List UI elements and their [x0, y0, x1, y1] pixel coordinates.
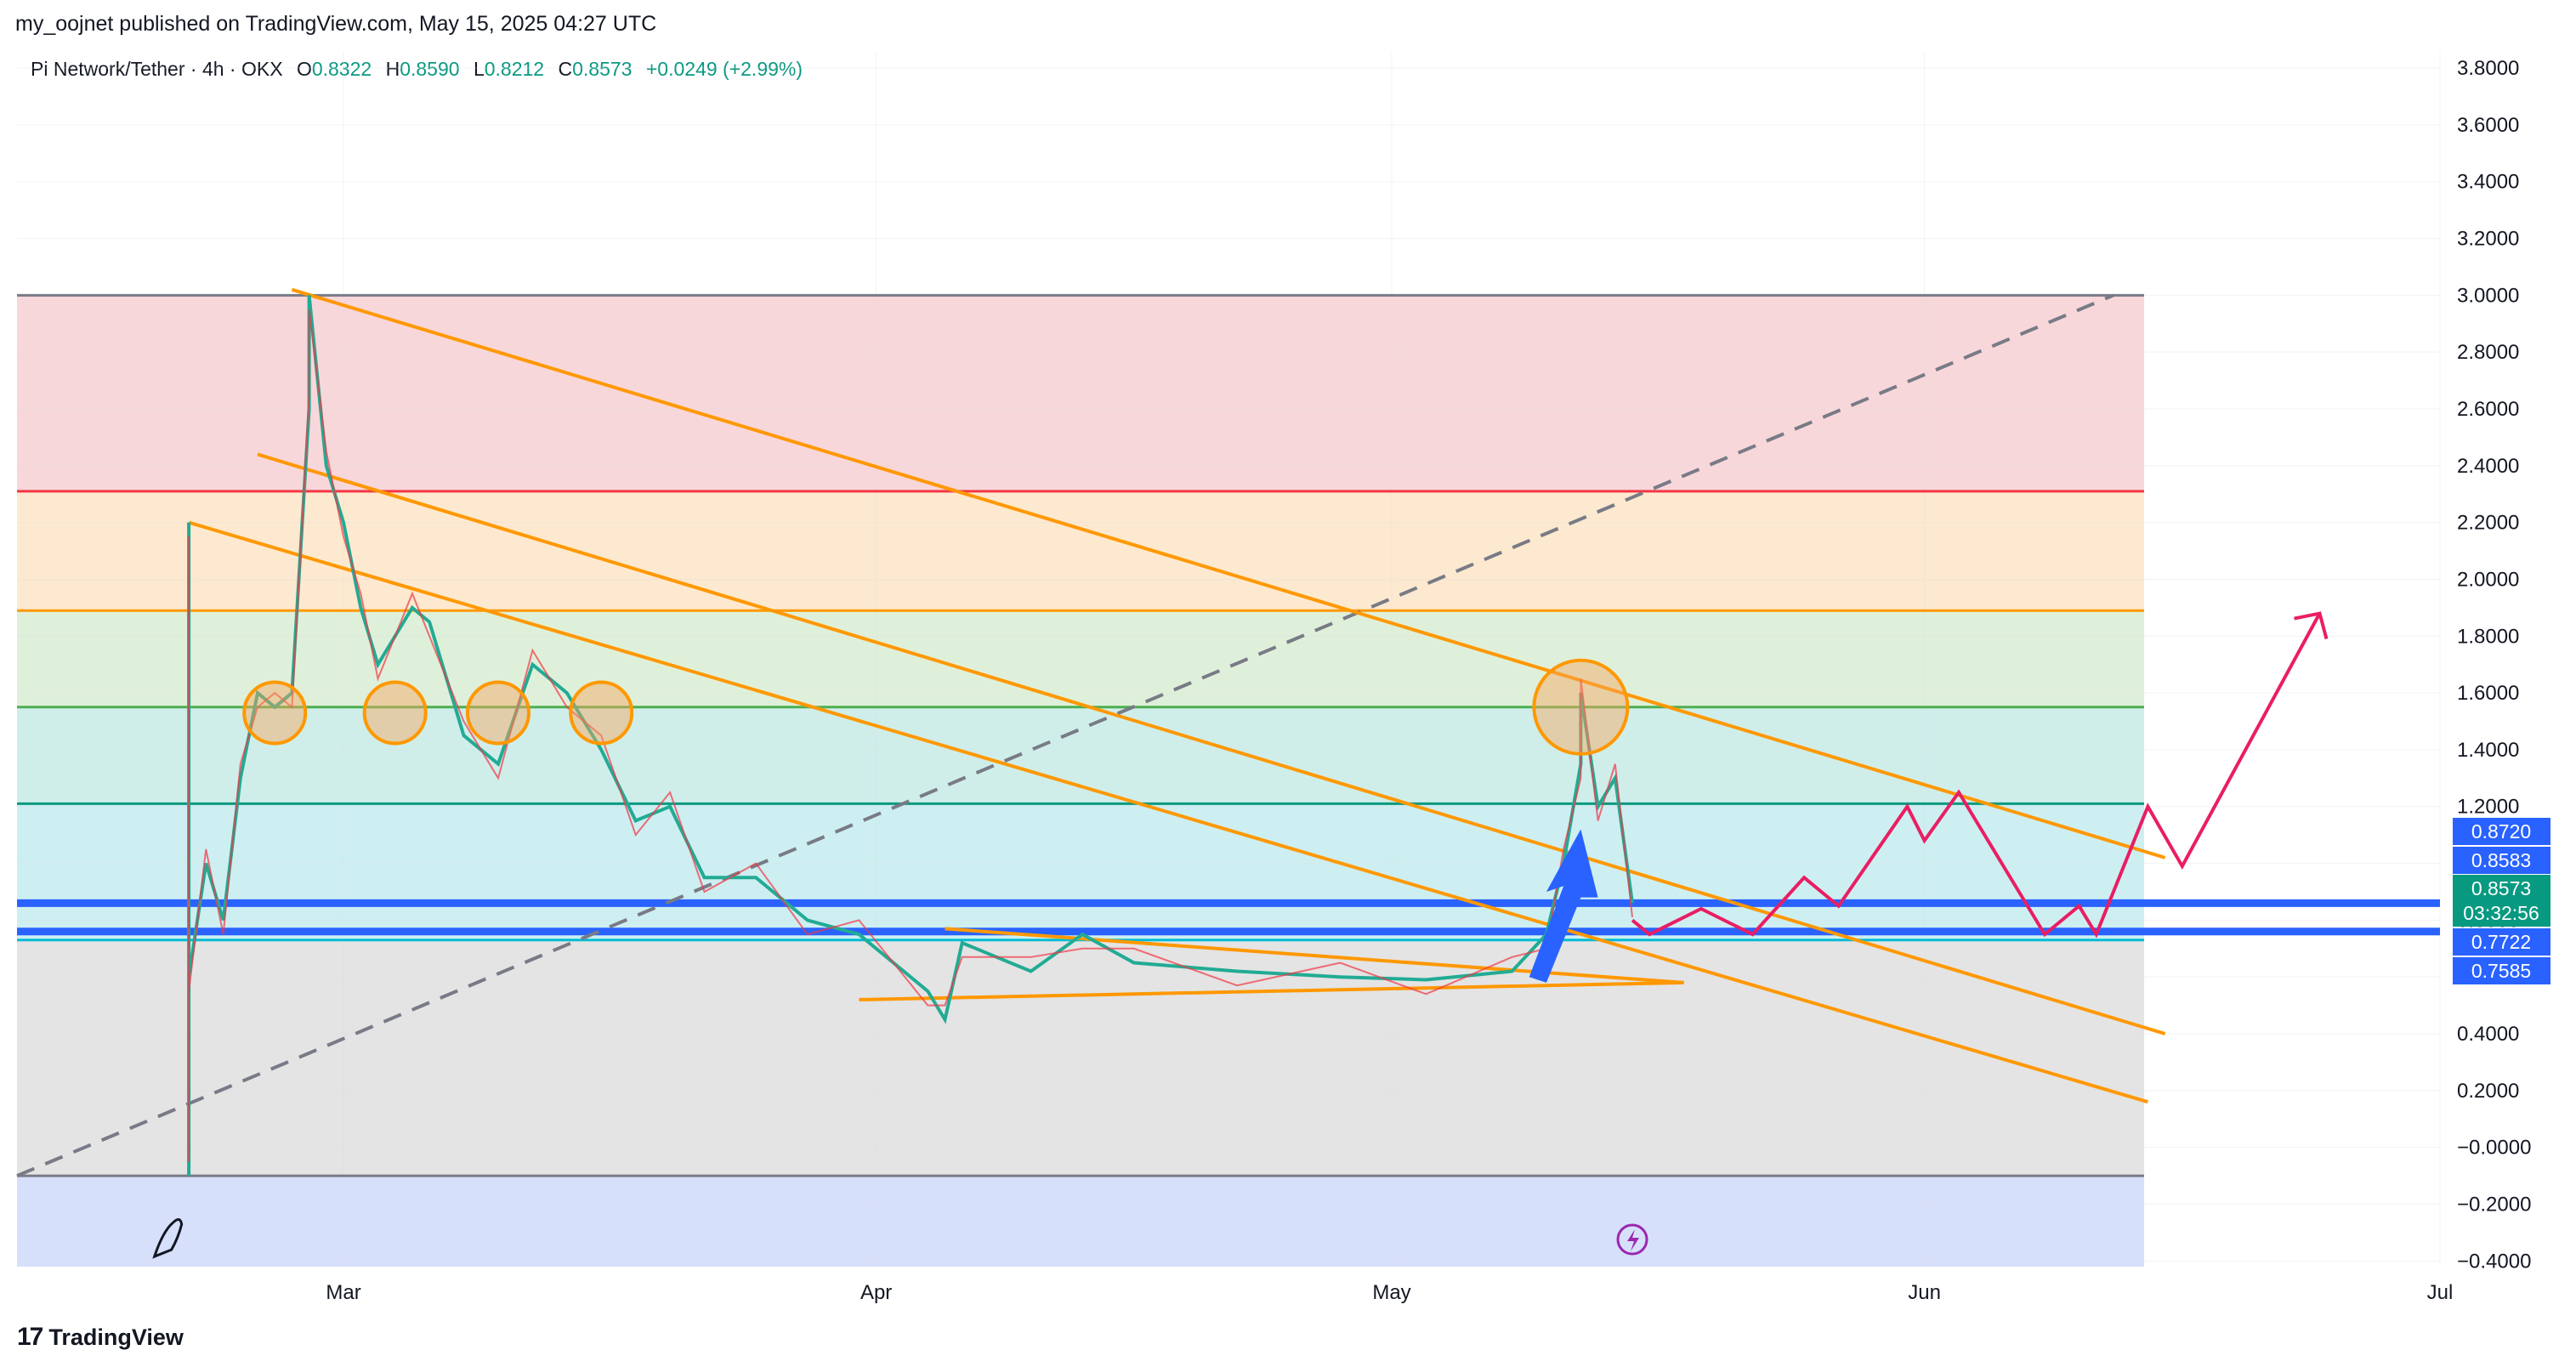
price-tag-bg-5 — [2453, 957, 2550, 984]
y-tick-label-9: 2.0000 — [2457, 568, 2519, 591]
low-value: 0.8212 — [484, 58, 545, 80]
dinosaur-icon — [152, 1218, 184, 1259]
diagonal-dashed-line — [16, 293, 2114, 1177]
channel-line-0 — [291, 287, 2166, 859]
change-value: +0.0249 (+2.99%) — [645, 58, 803, 80]
price-tag-bg-2 — [2453, 875, 2550, 902]
y-tick-label-4: 3.0000 — [2457, 284, 2519, 307]
price-tag-bg-4 — [2453, 928, 2550, 956]
y-tick-label-6: 2.6000 — [2457, 398, 2519, 421]
tradingview-brand: 17 TradingView — [17, 1323, 184, 1352]
tradingview-logo-icon: 17 — [17, 1323, 43, 1351]
x-tick-label-mar: Mar — [326, 1281, 360, 1304]
symbol-ohlc-legend: Pi Network/Tether · 4h · OKX O0.8322 H0.… — [31, 58, 803, 81]
y-tick-label-11: 1.6000 — [2457, 682, 2519, 705]
y-tick-label-8: 2.2000 — [2457, 512, 2519, 535]
close-label: C — [558, 58, 573, 80]
price-series-wicks — [188, 309, 1633, 1162]
symbol-name: Pi Network/Tether · 4h · OKX — [31, 58, 283, 80]
price-tag-2: 0.8573 — [2471, 877, 2531, 899]
y-tick-label-1: 3.6000 — [2457, 114, 2519, 137]
channel-line-3 — [859, 980, 1684, 1001]
price-tag-4: 0.7722 — [2471, 931, 2531, 953]
zone-band-1 — [17, 491, 2144, 611]
high-value: 0.8590 — [400, 58, 460, 80]
price-tag-bg-3 — [2453, 899, 2550, 927]
highlight-circle-0 — [242, 680, 308, 746]
y-tick-label-7: 2.4000 — [2457, 455, 2519, 478]
low-label: L — [473, 58, 485, 80]
zone-band-6 — [17, 1176, 2144, 1267]
price-tag-1: 0.8583 — [2471, 849, 2531, 871]
y-tick-label-5: 2.8000 — [2457, 341, 2519, 364]
x-tick-label-jun: Jun — [1908, 1281, 1941, 1304]
x-tick-label-apr: Apr — [860, 1281, 892, 1304]
y-tick-label-12: 1.4000 — [2457, 739, 2519, 762]
zone-band-5 — [17, 939, 2144, 1177]
brand-name: TradingView — [48, 1324, 184, 1350]
y-tick-label-20: −0.2000 — [2457, 1193, 2531, 1216]
lightning-icon — [1616, 1223, 1648, 1256]
close-value: 0.8573 — [572, 58, 633, 80]
highlight-circle-2 — [465, 680, 531, 746]
lightning-bolt-icon — [1627, 1229, 1639, 1251]
y-tick-label-0: 3.8000 — [2457, 57, 2519, 80]
price-tag-bg-1 — [2453, 847, 2550, 874]
projection-path — [1631, 612, 2322, 939]
price-tag-3: 03:32:56 — [2463, 902, 2539, 924]
highlight-circle-1 — [362, 680, 428, 746]
open-label: O — [296, 58, 312, 80]
y-tick-label-3: 3.2000 — [2457, 228, 2519, 251]
y-tick-label-17: 0.4000 — [2457, 1023, 2519, 1046]
breakout-arrow-icon — [1529, 829, 1598, 983]
y-tick-label-10: 1.8000 — [2457, 625, 2519, 648]
highlight-circle-3 — [569, 680, 634, 746]
price-tag-0: 0.8720 — [2471, 820, 2531, 842]
projection-arrowhead-icon — [2294, 611, 2329, 640]
published-by-text: my_oojnet published on TradingView.com, … — [15, 12, 657, 36]
y-tick-label-18: 0.2000 — [2457, 1080, 2519, 1103]
high-label: H — [385, 58, 400, 80]
x-tick-label-may: May — [1372, 1281, 1410, 1304]
zone-band-4 — [17, 803, 2144, 940]
price-series-line — [187, 295, 1634, 1177]
channel-line-4 — [945, 927, 1684, 984]
channel-line-2 — [188, 520, 2148, 1104]
y-tick-label-21: −0.4000 — [2457, 1250, 2531, 1273]
price-tag-bg-0 — [2453, 818, 2550, 845]
zone-band-0 — [17, 295, 2144, 491]
price-tag-5: 0.7585 — [2471, 960, 2531, 982]
open-value: 0.8322 — [311, 58, 372, 80]
y-tick-label-13: 1.2000 — [2457, 796, 2519, 819]
highlight-circle-4 — [1532, 658, 1630, 756]
y-tick-label-2: 3.4000 — [2457, 171, 2519, 194]
y-tick-label-19: −0.0000 — [2457, 1137, 2531, 1160]
channel-line-1 — [257, 452, 2166, 1035]
x-tick-label-jul: Jul — [2427, 1281, 2454, 1304]
